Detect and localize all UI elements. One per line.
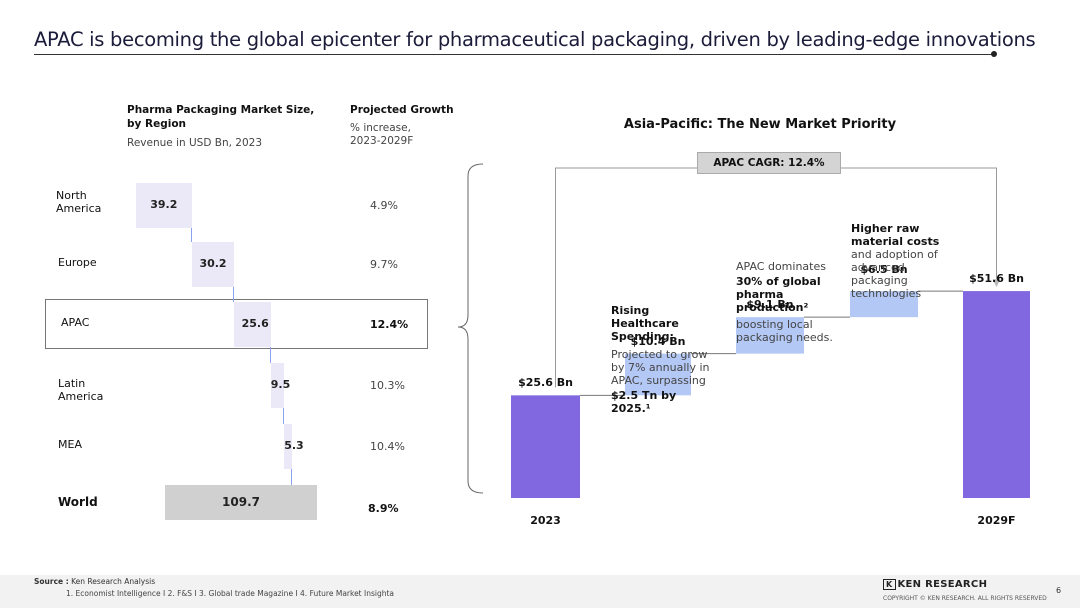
production-annotation: APAC dominates 30% of global pharma prod… — [736, 260, 836, 344]
growth-header-title: Projected Growth — [350, 104, 454, 116]
waterfall-value-2: $9.1 Bn — [746, 298, 794, 312]
footer: Source : Ken Research Analysis 1. Econom… — [0, 575, 1080, 608]
raw-cost-annotation: Higher raw material costs and adoption o… — [851, 222, 951, 300]
waterfall-value-0: $25.6 Bn — [518, 376, 573, 390]
page-title: APAC is becoming the global epicenter fo… — [34, 28, 1036, 51]
production-annotation-value: 30% of global pharma production² — [736, 275, 821, 314]
region-connector-europe — [233, 287, 235, 302]
cagr-callout: APAC CAGR: 12.4% — [697, 152, 841, 174]
production-annotation-body: boosting local packaging needs. — [736, 318, 833, 344]
page-number: 6 — [1056, 586, 1062, 595]
region-growth-north-america: 4.9% — [370, 199, 398, 212]
waterfall-xlabel-2029F: 2029F — [977, 514, 1016, 527]
region-bar-mea — [284, 424, 292, 469]
waterfall-bar-0 — [511, 395, 580, 498]
region-label-apac: APAC — [61, 316, 90, 329]
chart-bracket — [457, 163, 484, 494]
left-chart-unit: Revenue in USD Bn, 2023 — [127, 137, 263, 149]
source-label: Source : — [34, 577, 69, 586]
region-bar-north-america — [136, 183, 192, 228]
waterfall-xlabel-2023: 2023 — [530, 514, 561, 527]
source-line: Source : Ken Research Analysis — [34, 577, 155, 586]
cagr-arrow-head — [992, 279, 1001, 288]
region-growth-europe: 9.7% — [370, 258, 398, 271]
market-waterfall-chart — [511, 167, 1030, 498]
waterfall-bar-4 — [963, 291, 1030, 498]
region-value-europe: 30.2 — [199, 257, 227, 270]
healthcare-annotation-value: $2.5 Tn by 2025.¹ — [611, 389, 677, 415]
region-growth-mea: 10.4% — [370, 440, 405, 453]
region-connector-north-america — [190, 228, 192, 242]
copyright: COPYRIGHT © KEN RESEARCH. ALL RIGHTS RES… — [883, 595, 1047, 602]
healthcare-annotation: Rising Healthcare Spending: Projected to… — [611, 304, 716, 415]
region-label-north-america: North America — [56, 189, 102, 215]
growth-header-unit: % increase, 2023-2029F — [350, 122, 414, 147]
region-bar-latin-america — [270, 363, 285, 408]
healthcare-annotation-body: Projected to grow by 7% annually in APAC… — [611, 348, 710, 387]
region-connector-latin-america — [283, 408, 285, 424]
region-growth-apac: 12.4% — [370, 318, 409, 331]
region-label-europe: Europe — [58, 256, 97, 269]
region-value-latin-america: 9.5 — [270, 378, 291, 391]
right-chart-title: Asia-Pacific: The New Market Priority — [623, 117, 897, 132]
brand-name: KEN RESEARCH — [897, 579, 988, 590]
healthcare-annotation-title: Rising Healthcare Spending: — [611, 304, 679, 343]
raw-cost-annotation-title: Higher raw material costs — [851, 222, 940, 248]
waterfall-bar-3 — [850, 291, 918, 318]
production-annotation-intro: APAC dominates — [736, 260, 826, 273]
region-label-latin-america: Latin America — [58, 377, 104, 403]
raw-cost-annotation-body: and adoption of advanced packaging techn… — [851, 248, 938, 300]
region-value-mea: 5.3 — [284, 439, 304, 452]
region-label-world: World — [58, 495, 98, 509]
region-bar-world — [165, 485, 317, 520]
waterfall-value-3: $6.5 Bn — [860, 263, 908, 277]
apac-highlight-box — [45, 299, 428, 349]
region-value-north-america: 39.2 — [150, 198, 178, 211]
title-underline — [34, 54, 994, 55]
region-label-mea: MEA — [58, 438, 82, 451]
brand-logo: K KEN RESEARCH — [883, 579, 987, 590]
region-growth-world: 8.9% — [368, 502, 399, 515]
region-bar-europe — [191, 242, 235, 287]
region-growth-latin-america: 10.3% — [370, 379, 405, 392]
region-connector-apac — [269, 347, 271, 363]
region-value-apac: 25.6 — [241, 317, 269, 330]
region-connector-mea — [290, 469, 292, 485]
waterfall-value-1: $10.4 Bn — [630, 334, 686, 348]
region-value-world: 109.7 — [222, 495, 260, 509]
left-chart-title: Pharma Packaging Market Size, by Region — [127, 104, 315, 130]
brand-logo-icon: K — [883, 579, 896, 590]
waterfall-bar-2 — [736, 317, 804, 354]
waterfall-value-4: $51.6 Bn — [969, 272, 1024, 286]
region-bar-apac — [234, 302, 271, 347]
source-references: 1. Economist Intelligence I 2. F&S I 3. … — [66, 589, 395, 598]
title-underline-dot — [991, 51, 997, 57]
waterfall-bar-1 — [625, 353, 691, 396]
source-text: Ken Research Analysis — [71, 577, 156, 586]
